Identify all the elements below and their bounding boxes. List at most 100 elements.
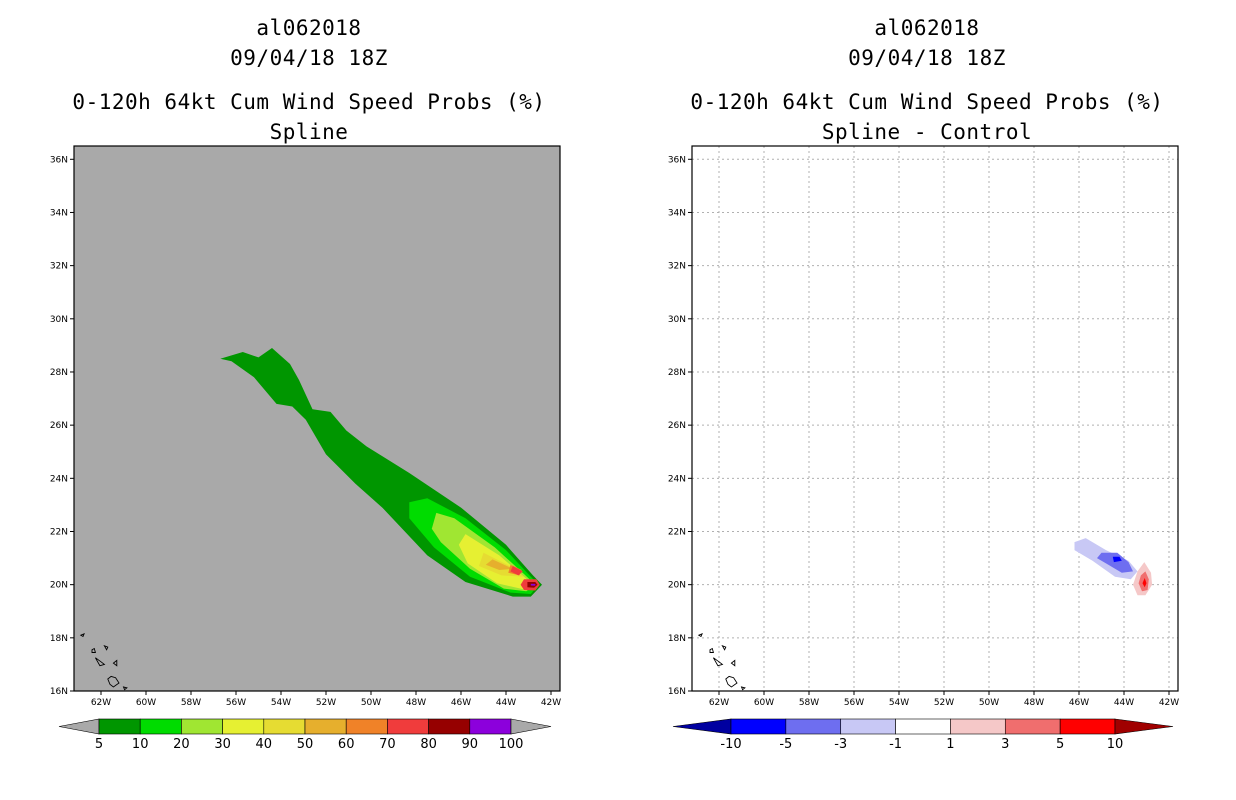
y-tick-label: 28N [50, 368, 68, 378]
map-frame [691, 145, 1179, 692]
x-tick-label: 52W [316, 698, 336, 708]
contour-level-neg3 [1097, 552, 1133, 573]
y-tick-label: 26N [668, 421, 686, 431]
colorbar-box [304, 718, 347, 735]
y-tick-label: 16N [50, 687, 68, 697]
island-outline [721, 644, 727, 651]
difference-map: 62W 60W 58W 56W 54W 52W 50W 48W 46W 44W 42W 16N 18N 2… [668, 145, 1179, 752]
storm-id-title: al062018 [256, 16, 362, 40]
colorbar-box [428, 718, 471, 735]
map-background [692, 146, 1178, 691]
map-frame [73, 145, 561, 692]
colorbar-label: -10 [720, 737, 741, 752]
y-tick-label: 26N [50, 421, 68, 431]
date-title: 09/04/18 18Z [230, 46, 388, 70]
y-tick-label: 18N [50, 634, 68, 644]
y-tick-label: 30N [668, 315, 686, 325]
colorbar-box [1059, 718, 1116, 735]
colorbar-label: 60 [338, 737, 355, 752]
right-panel: al062018 09/04/18 18Z 0-120h 64kt Cum Wi… [618, 0, 1236, 800]
contour-level-5 [1142, 578, 1147, 588]
colorbar-box [345, 718, 388, 735]
colorbar-left-arrow [58, 718, 100, 735]
island-outline [91, 647, 96, 653]
colorbar-label: 50 [297, 737, 314, 752]
probability-map: 62W 60W 58W 56W 54W 52W 50W 48W 46W 44W 42W 16N 18N 2… [50, 145, 561, 752]
colorbar-label: 70 [379, 737, 396, 752]
x-tick-label: 46W [451, 698, 471, 708]
x-tick-label: 48W [406, 698, 426, 708]
colorbar-box [1004, 718, 1061, 735]
storm-id-title: al062018 [874, 16, 980, 40]
colorbar-label: 10 [1107, 737, 1124, 752]
x-tick-label: 42W [541, 698, 561, 708]
y-tick-label: 36N [668, 155, 686, 165]
colorbar-label: 10 [132, 737, 149, 752]
x-tick-label: 46W [1069, 698, 1089, 708]
colorbar-box [387, 718, 429, 735]
y-tick-label: 32N [50, 262, 68, 272]
island-outline [112, 659, 118, 667]
colorbar-label: 40 [256, 737, 273, 752]
x-tick-label: 44W [1114, 698, 1134, 708]
x-tick-label: 58W [181, 698, 201, 708]
colorbar-label: -3 [834, 737, 847, 752]
x-tick-label: 60W [754, 698, 774, 708]
x-tick-label: 60W [136, 698, 156, 708]
x-tick-label: 42W [1159, 698, 1179, 708]
product-title: 0-120h 64kt Cum Wind Speed Probs (%) [690, 90, 1164, 114]
contour-level-50 [485, 559, 513, 570]
y-tick-label: 32N [668, 262, 686, 272]
x-tick-label: 56W [844, 698, 864, 708]
colorbar-box [895, 718, 951, 735]
method-title: Spline - Control [821, 120, 1033, 144]
colorbar-label: 100 [499, 737, 524, 752]
colorbar-label: -1 [889, 737, 902, 752]
colorbar-label: 30 [214, 737, 231, 752]
colorbar-left-arrow [672, 718, 732, 735]
island-outline [95, 657, 106, 667]
date-title: 09/04/18 18Z [848, 46, 1006, 70]
y-tick-label: 16N [668, 687, 686, 697]
x-tick-label: 50W [979, 698, 999, 708]
x-tick-label: 54W [271, 698, 291, 708]
colorbar-box [181, 718, 223, 735]
y-tick-label: 28N [668, 368, 686, 378]
island-outline [122, 686, 128, 691]
colorbar-box [469, 718, 512, 735]
colorbar-label: 80 [420, 737, 437, 752]
colorbar-box [263, 718, 306, 735]
y-tick-label: 20N [50, 581, 68, 591]
y-tick-label: 20N [668, 581, 686, 591]
colorbar-label: 20 [173, 737, 190, 752]
island-outline [107, 675, 120, 688]
colorbar-label: 3 [1001, 737, 1009, 752]
y-tick-label: 18N [668, 634, 686, 644]
product-title: 0-120h 64kt Cum Wind Speed Probs (%) [72, 90, 546, 114]
x-tick-label: 52W [934, 698, 954, 708]
colorbar-box [950, 718, 1006, 735]
x-tick-label: 62W [709, 698, 729, 708]
island-outline [725, 675, 738, 688]
island-outline [79, 632, 85, 638]
colorbar-box [98, 718, 141, 735]
y-tick-label: 24N [50, 474, 68, 484]
y-tick-label: 34N [668, 208, 686, 218]
island-outline [740, 686, 746, 691]
colorbar-label: 5 [1056, 737, 1064, 752]
island-outline [709, 647, 714, 653]
contour-level-90 [530, 583, 536, 586]
x-tick-label: 62W [91, 698, 111, 708]
left-panel: al062018 09/04/18 18Z 0-120h 64kt Cum Wi… [50, 16, 561, 752]
colorbar-box [222, 718, 265, 735]
x-tick-label: 48W [1024, 698, 1044, 708]
y-tick-label: 22N [50, 527, 68, 537]
colorbar-label: 5 [95, 737, 103, 752]
colorbar-label: -5 [779, 737, 792, 752]
x-tick-label: 58W [799, 698, 819, 708]
colorbar-box [840, 718, 896, 735]
x-tick-label: 56W [226, 698, 246, 708]
colorbar-right-arrow [510, 718, 552, 735]
y-tick-label: 36N [50, 155, 68, 165]
x-tick-label: 50W [361, 698, 381, 708]
